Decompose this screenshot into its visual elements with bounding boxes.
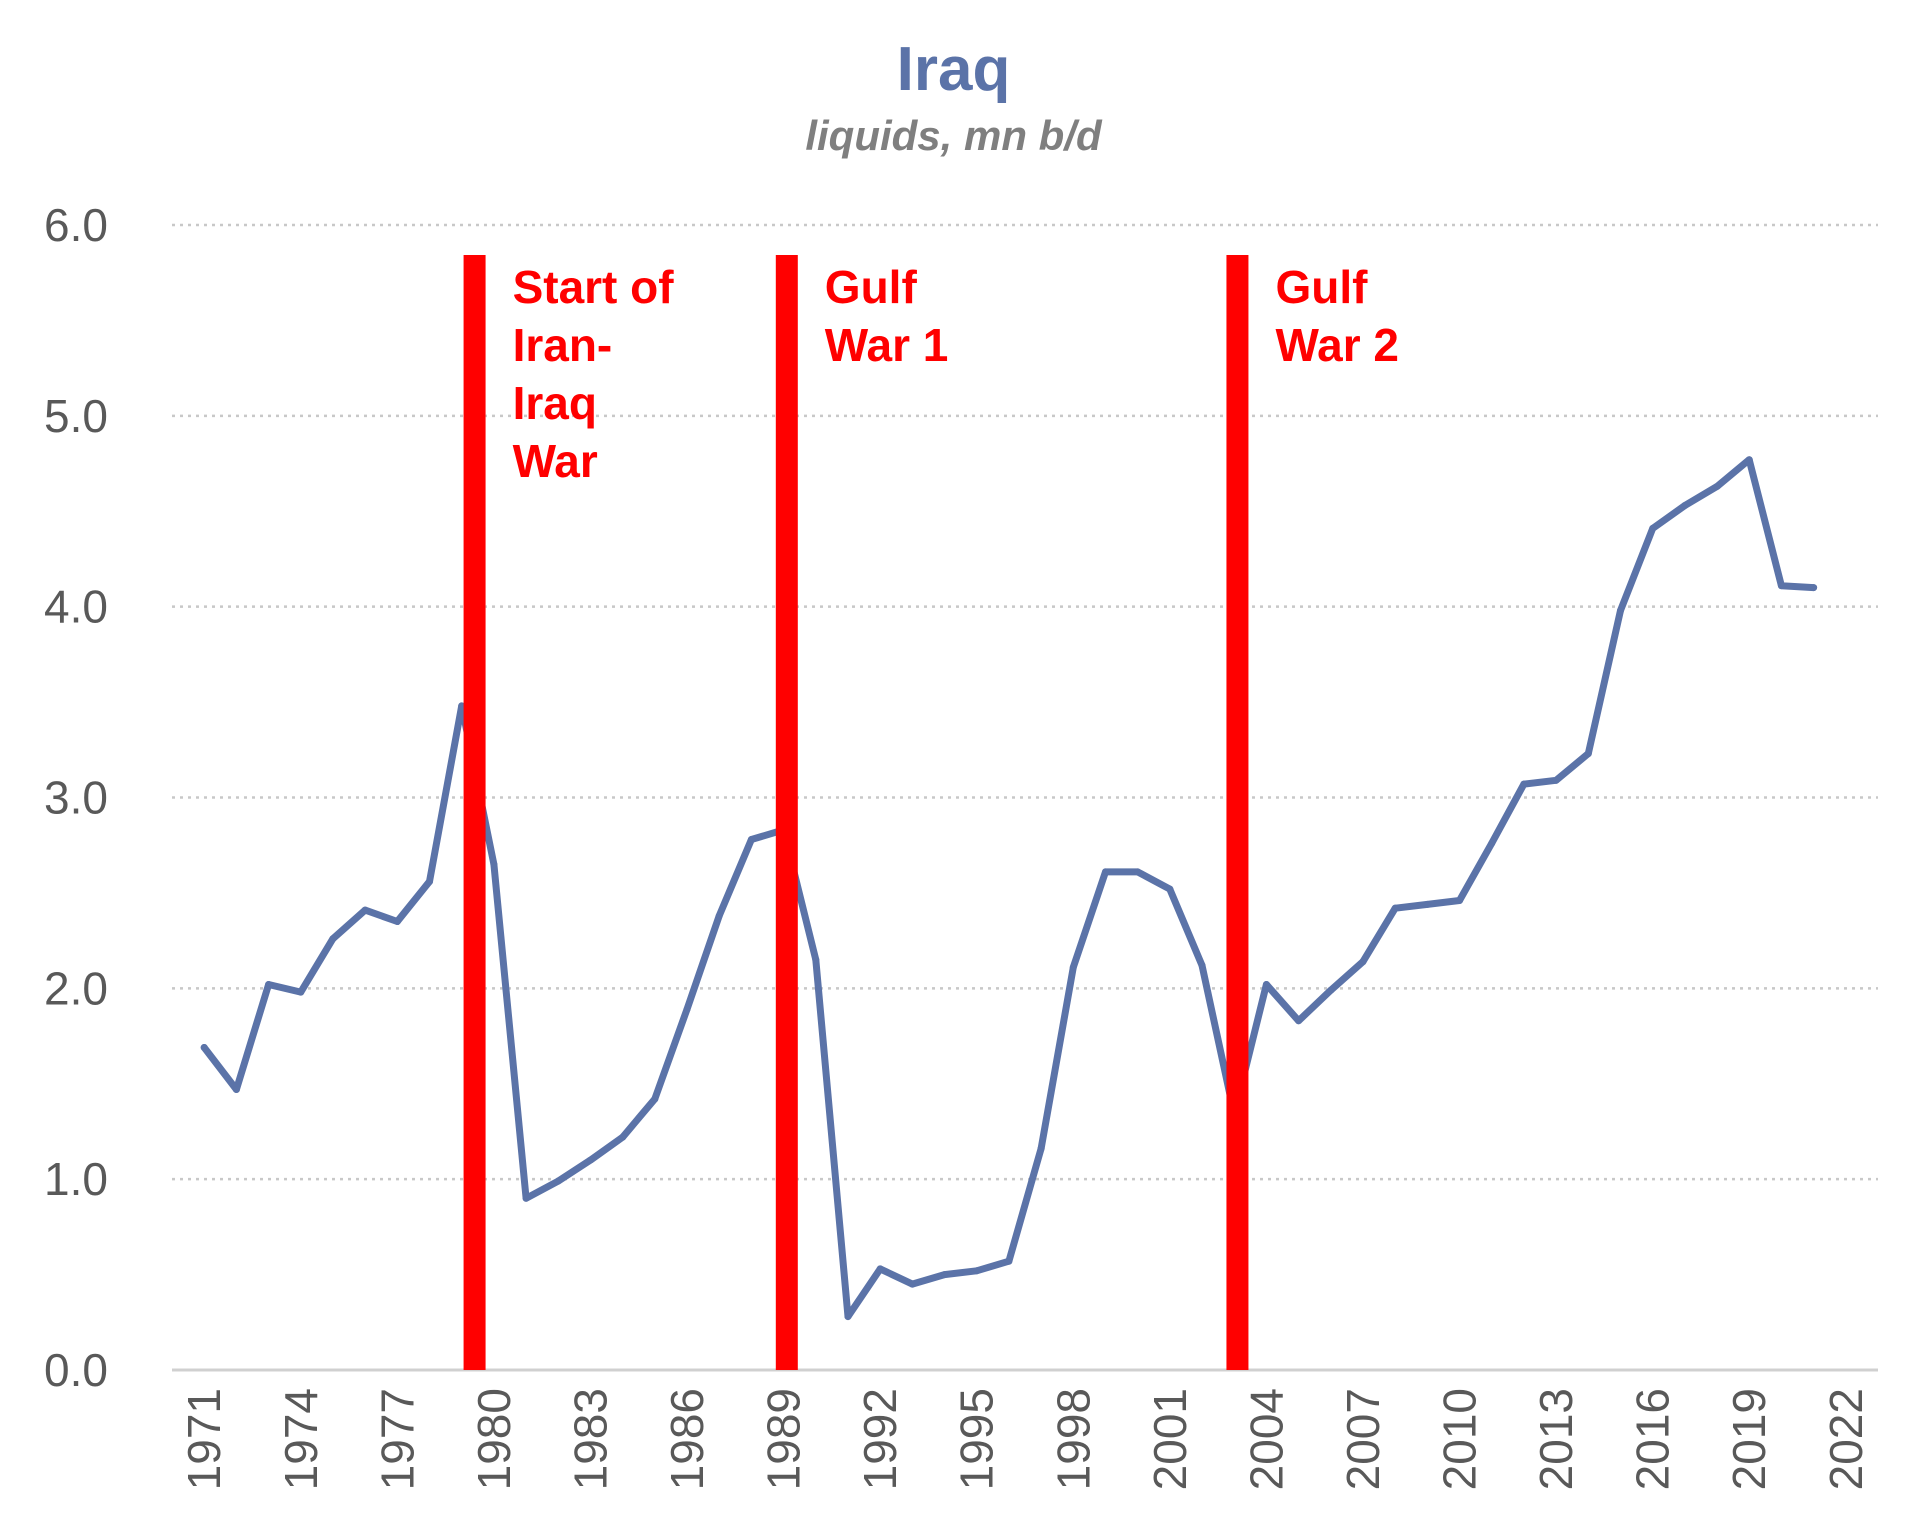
event-annotation: Gulf War 2: [1275, 261, 1399, 371]
data-point: [329, 935, 337, 943]
data-point: [1423, 900, 1431, 908]
event-marker-bar: [775, 255, 798, 1370]
y-tick-label: 2.0: [44, 962, 108, 1014]
event-marker-bar: [1226, 255, 1249, 1370]
x-tick-label: 2016: [1627, 1388, 1679, 1490]
chart-subtitle: liquids, mn b/d: [805, 112, 1102, 159]
event-annotation-line: Start of: [513, 261, 675, 313]
x-tick-label: 1974: [275, 1388, 327, 1490]
data-point: [1134, 868, 1142, 876]
data-point: [1777, 582, 1785, 590]
x-tick-label: 2010: [1434, 1388, 1486, 1490]
data-point: [1584, 750, 1592, 758]
x-tick-label: 2019: [1723, 1388, 1775, 1490]
event-annotation-line: Iraq: [513, 377, 597, 429]
x-axis-ticks: 1971 1974 1977 1980 1983 1986 1989 1992 1995 1998…: [178, 1388, 1872, 1490]
data-point: [619, 1133, 627, 1141]
x-tick-label: 1992: [854, 1388, 906, 1490]
x-tick-label: 2013: [1530, 1388, 1582, 1490]
event-annotation-line: War: [513, 435, 598, 487]
x-tick-label: 1977: [371, 1388, 423, 1490]
data-point: [297, 988, 305, 996]
data-point: [715, 912, 723, 920]
data-point: [361, 906, 369, 914]
series-group: [200, 456, 1818, 1321]
data-point: [908, 1280, 916, 1288]
data-point: [458, 702, 466, 710]
data-point: [586, 1156, 594, 1164]
data-point: [1488, 839, 1496, 847]
data-point: [844, 1313, 852, 1321]
data-point: [393, 918, 401, 926]
x-tick-label: 1980: [468, 1388, 520, 1490]
data-point: [1713, 482, 1721, 490]
data-point: [554, 1177, 562, 1185]
event-annotation-line: War 2: [1275, 319, 1399, 371]
data-point: [941, 1271, 949, 1279]
chart-title: Iraq: [896, 35, 1011, 104]
data-point: [973, 1267, 981, 1275]
data-point: [232, 1085, 240, 1093]
x-tick-label: 2007: [1337, 1388, 1389, 1490]
data-point: [1391, 904, 1399, 912]
y-tick-label: 4.0: [44, 581, 108, 633]
x-tick-label: 1989: [758, 1388, 810, 1490]
data-point: [1649, 524, 1657, 532]
event-annotation-line: Gulf: [1275, 261, 1368, 313]
data-point: [651, 1095, 659, 1103]
data-point: [683, 1005, 691, 1013]
data-point: [1037, 1145, 1045, 1153]
data-point: [1198, 961, 1206, 969]
data-point: [1810, 584, 1818, 592]
event-annotation: Start of Iran- Iraq War: [513, 261, 675, 487]
data-point: [1681, 502, 1689, 510]
data-point: [1101, 868, 1109, 876]
x-tick-label: 1983: [564, 1388, 616, 1490]
gridlines: [172, 223, 1878, 1181]
event-annotation: Gulf War 1: [825, 261, 949, 371]
x-tick-label: 1995: [951, 1388, 1003, 1490]
data-point: [1745, 456, 1753, 464]
y-axis-ticks: 0.0 1.0 2.0 3.0 4.0 5.0 6.0: [44, 199, 108, 1396]
data-point: [265, 981, 273, 989]
data-point: [812, 956, 820, 964]
x-tick-label: 2022: [1820, 1388, 1872, 1490]
data-point: [1456, 897, 1464, 905]
y-tick-label: 5.0: [44, 390, 108, 442]
data-point: [1520, 780, 1528, 788]
data-point: [1262, 981, 1270, 989]
y-tick-label: 1.0: [44, 1153, 108, 1205]
series-line: [200, 456, 1818, 1321]
data-point: [1005, 1257, 1013, 1265]
y-tick-label: 6.0: [44, 199, 108, 251]
event-markers: Start of Iran- Iraq War Gulf War 1 Gulf War 2: [463, 255, 1399, 1370]
data-point: [1295, 1017, 1303, 1025]
y-tick-label: 3.0: [44, 772, 108, 824]
x-tick-label: 2001: [1144, 1388, 1196, 1490]
x-tick-label: 2004: [1240, 1388, 1292, 1490]
x-tick-label: 1986: [661, 1388, 713, 1490]
y-tick-label: 0.0: [44, 1344, 108, 1396]
data-point: [200, 1043, 208, 1051]
data-point: [747, 835, 755, 843]
x-tick-label: 1971: [178, 1388, 230, 1490]
event-annotation-line: Iran-: [513, 319, 613, 371]
event-marker-bar: [463, 255, 486, 1370]
x-tick-label: 1998: [1047, 1388, 1099, 1490]
data-point: [1616, 606, 1624, 614]
data-point: [522, 1194, 530, 1202]
data-point: [1327, 986, 1335, 994]
data-point: [1552, 776, 1560, 784]
data-point: [490, 860, 498, 868]
data-point: [1359, 958, 1367, 966]
data-point: [1069, 963, 1077, 971]
event-annotation-line: Gulf: [825, 261, 918, 313]
event-annotation-line: War 1: [825, 319, 949, 371]
data-point: [426, 877, 434, 885]
data-point: [1166, 885, 1174, 893]
data-point: [876, 1265, 884, 1273]
